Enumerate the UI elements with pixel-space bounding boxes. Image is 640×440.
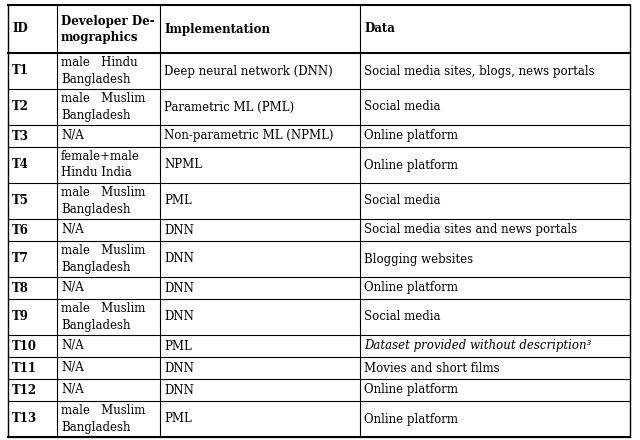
Text: PML: PML [164, 412, 192, 425]
Text: DNN: DNN [164, 224, 194, 236]
Text: Data: Data [364, 22, 395, 36]
Text: Dataset provided without description³: Dataset provided without description³ [364, 340, 591, 352]
Text: Online platform: Online platform [364, 158, 458, 172]
Text: Blogging websites: Blogging websites [364, 253, 473, 265]
Text: Non-parametric ML (NPML): Non-parametric ML (NPML) [164, 129, 333, 143]
Text: DNN: DNN [164, 384, 194, 396]
Text: N/A: N/A [61, 362, 84, 374]
Text: T2: T2 [12, 100, 29, 114]
Text: T4: T4 [12, 158, 29, 172]
Text: Developer De-
mographics: Developer De- mographics [61, 15, 155, 44]
Text: T13: T13 [12, 412, 37, 425]
Text: N/A: N/A [61, 129, 84, 143]
Text: N/A: N/A [61, 224, 84, 236]
Text: male   Muslim
Bangladesh: male Muslim Bangladesh [61, 302, 145, 331]
Text: T3: T3 [12, 129, 29, 143]
Text: DNN: DNN [164, 282, 194, 294]
Text: Social media: Social media [364, 311, 440, 323]
Text: Online platform: Online platform [364, 282, 458, 294]
Text: T11: T11 [12, 362, 37, 374]
Text: T9: T9 [12, 311, 29, 323]
Text: Social media sites and news portals: Social media sites and news portals [364, 224, 577, 236]
Text: DNN: DNN [164, 311, 194, 323]
Text: Social media: Social media [364, 194, 440, 208]
Text: N/A: N/A [61, 282, 84, 294]
Text: DNN: DNN [164, 362, 194, 374]
Text: T10: T10 [12, 340, 37, 352]
Text: PML: PML [164, 194, 192, 208]
Text: Online platform: Online platform [364, 412, 458, 425]
Text: male   Muslim
Bangladesh: male Muslim Bangladesh [61, 92, 145, 121]
Text: N/A: N/A [61, 340, 84, 352]
Text: male   Hindu
Bangladesh: male Hindu Bangladesh [61, 56, 138, 85]
Text: T8: T8 [12, 282, 29, 294]
Text: Social media sites, blogs, news portals: Social media sites, blogs, news portals [364, 65, 595, 77]
Text: T12: T12 [12, 384, 37, 396]
Text: NPML: NPML [164, 158, 202, 172]
Text: Online platform: Online platform [364, 129, 458, 143]
Text: N/A: N/A [61, 384, 84, 396]
Text: T1: T1 [12, 65, 29, 77]
Text: female+male
Hindu India: female+male Hindu India [61, 150, 140, 180]
Text: Social media: Social media [364, 100, 440, 114]
Text: Parametric ML (PML): Parametric ML (PML) [164, 100, 294, 114]
Text: Implementation: Implementation [164, 22, 270, 36]
Text: Online platform: Online platform [364, 384, 458, 396]
Text: Movies and short films: Movies and short films [364, 362, 500, 374]
Text: PML: PML [164, 340, 192, 352]
Text: DNN: DNN [164, 253, 194, 265]
Text: male   Muslim
Bangladesh: male Muslim Bangladesh [61, 245, 145, 274]
Text: T5: T5 [12, 194, 29, 208]
Text: male   Muslim
Bangladesh: male Muslim Bangladesh [61, 187, 145, 216]
Text: male   Muslim
Bangladesh: male Muslim Bangladesh [61, 404, 145, 433]
Text: Deep neural network (DNN): Deep neural network (DNN) [164, 65, 333, 77]
Text: T6: T6 [12, 224, 29, 236]
Text: T7: T7 [12, 253, 29, 265]
Text: ID: ID [12, 22, 28, 36]
